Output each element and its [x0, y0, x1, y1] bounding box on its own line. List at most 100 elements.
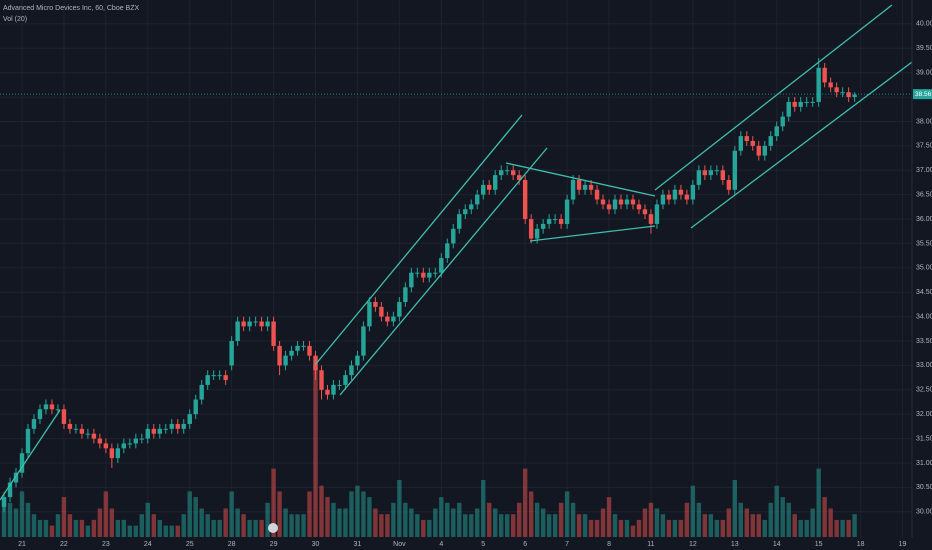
candle-body — [397, 301, 402, 317]
candle-body — [660, 194, 666, 205]
candle-body — [205, 375, 210, 385]
volume-bar — [307, 491, 312, 537]
volume-bar — [133, 525, 139, 537]
volume-bar — [840, 519, 845, 537]
x-tick-label: 6 — [523, 541, 527, 548]
candle-body — [373, 301, 378, 307]
candle-body — [780, 116, 785, 127]
volume-bar — [469, 514, 474, 537]
y-tick-label: 34.00 — [916, 313, 932, 320]
volume-bar — [594, 519, 600, 537]
candle-body — [618, 199, 624, 205]
y-tick-label: 33.50 — [916, 338, 932, 345]
volume-bar — [780, 497, 785, 537]
candle-body — [750, 140, 755, 146]
candle-body — [217, 375, 222, 377]
candle-body — [744, 136, 749, 141]
candle-body — [540, 223, 546, 229]
candle-body — [816, 67, 821, 102]
candle-body — [792, 101, 797, 107]
volume-bar — [385, 514, 390, 537]
candle-body — [762, 145, 767, 156]
grid — [0, 0, 912, 538]
x-tick-label: 22 — [60, 541, 68, 548]
candle-body — [528, 219, 534, 239]
candle-body — [798, 101, 803, 107]
volume-bar — [636, 519, 642, 537]
volume-bar — [852, 514, 857, 537]
volume-bar — [1, 497, 7, 537]
candle-body — [73, 428, 79, 430]
candle-body — [445, 243, 450, 259]
candle-body — [666, 194, 672, 200]
candle-body — [133, 438, 139, 444]
volume-bar — [19, 491, 25, 537]
candle-body — [696, 170, 702, 185]
candle-body — [319, 370, 324, 390]
volume-bar — [493, 508, 498, 537]
candle-body — [786, 101, 791, 117]
volume-bar — [127, 525, 133, 537]
volume-bar — [463, 514, 468, 537]
candle-body — [493, 175, 498, 190]
volume-bar — [277, 491, 282, 537]
volume-bar — [145, 502, 150, 537]
candle-body — [223, 375, 228, 381]
candle-body — [115, 448, 121, 459]
trendline — [0, 409, 61, 501]
volume-bar — [103, 491, 109, 537]
x-tick-label: 21 — [18, 541, 26, 548]
candle-body — [127, 443, 133, 445]
volume-bar — [271, 468, 276, 537]
candle-body — [852, 94, 857, 98]
volume-bar — [822, 497, 827, 537]
volume-bar — [834, 519, 839, 537]
volume-bar — [726, 508, 732, 537]
candle-body — [385, 316, 390, 322]
chart-title: Advanced Micro Devices Inc, 60, Cboe BZX — [3, 5, 140, 12]
candle-body — [624, 199, 630, 205]
volume-bar — [115, 519, 121, 537]
volume-bar — [163, 525, 168, 537]
volume-bar — [654, 508, 660, 537]
candle-body — [37, 409, 43, 420]
candle-body — [139, 438, 144, 440]
volume-bar — [828, 508, 833, 537]
trendline — [529, 225, 656, 242]
volume-bar — [552, 514, 558, 537]
volume-bar — [582, 514, 588, 537]
x-tick-label: 28 — [228, 541, 236, 548]
volume-bar — [528, 491, 534, 537]
volume-bar — [409, 508, 414, 537]
volume-bar — [792, 514, 797, 537]
candle-body — [283, 355, 288, 366]
volume-bar — [678, 519, 684, 537]
volume-bar — [67, 514, 73, 537]
volume-bar — [187, 491, 192, 537]
earnings-icon[interactable] — [268, 523, 278, 533]
candle-body — [546, 219, 552, 224]
candle-body — [774, 126, 779, 137]
candle-body — [714, 170, 720, 172]
volume-bar — [355, 485, 360, 537]
x-tick-label: Nov — [393, 541, 406, 548]
y-tick-label: 31.50 — [916, 435, 932, 442]
candle-body — [49, 404, 55, 410]
candle-body — [756, 145, 761, 156]
volume-bar — [247, 519, 252, 537]
candle-body — [193, 399, 198, 415]
volume-bar — [361, 491, 366, 537]
volume-bar — [684, 502, 690, 537]
candle-body — [67, 423, 73, 429]
x-tick-label: 23 — [102, 541, 110, 548]
volume-bar — [475, 508, 480, 537]
volume-bar — [421, 519, 426, 537]
candle-body — [726, 180, 732, 190]
candle-body — [690, 184, 696, 200]
candle-body — [846, 92, 851, 98]
candle-body — [367, 301, 372, 327]
candle-body — [570, 180, 576, 200]
volume-bar — [43, 519, 49, 537]
candle-body — [648, 214, 654, 224]
volume-bar — [313, 366, 318, 537]
